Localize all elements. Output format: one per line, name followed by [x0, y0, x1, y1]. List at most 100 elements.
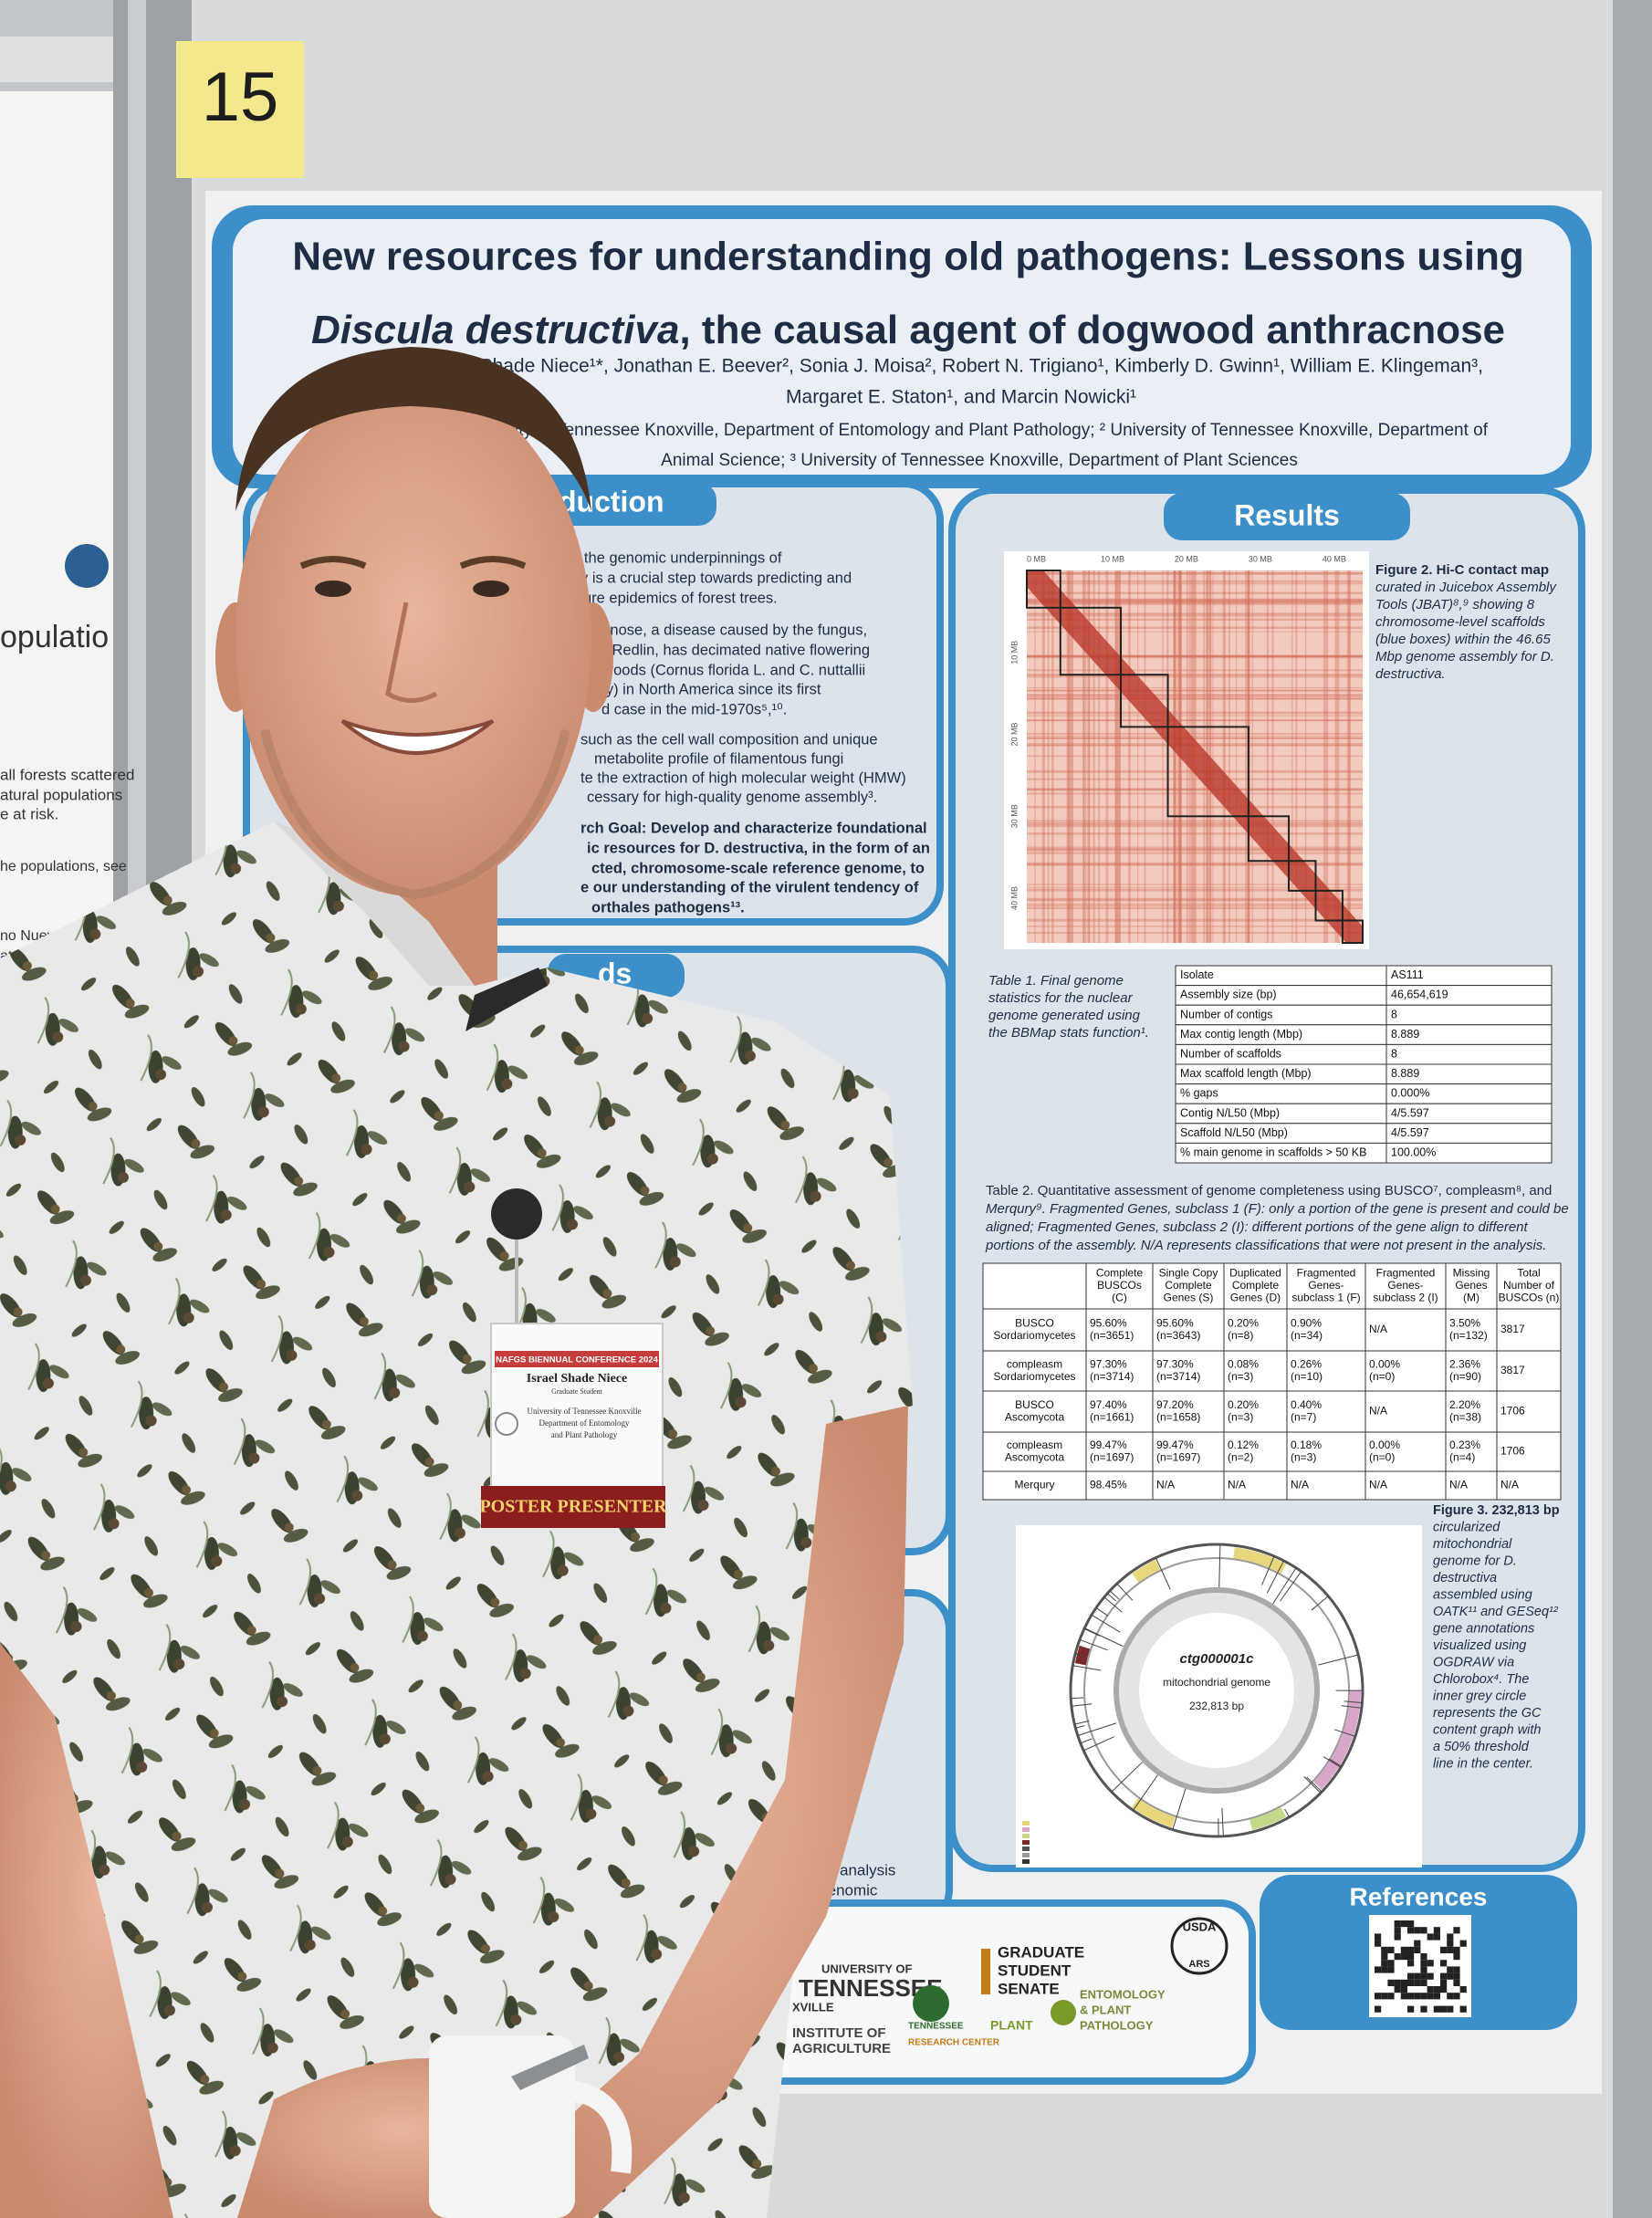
qr-module	[1387, 1993, 1395, 2000]
qr-module	[1453, 1946, 1460, 1953]
table-cell	[1445, 1390, 1498, 1433]
figure-caption: circularized	[1433, 1520, 1500, 1534]
title-inner	[233, 219, 1571, 475]
logo-text: USDA	[1183, 1920, 1217, 1933]
table-caption: portions of the assembly. N/A represents…	[985, 1238, 1546, 1253]
figure-caption: curated in Juicebox Assembly	[1375, 580, 1557, 595]
hic-scaffold-box	[1314, 889, 1344, 922]
logo-text: UNIVERSITY OF	[821, 1962, 913, 1975]
qr-module	[1420, 1972, 1427, 1980]
table-text: N/A	[1369, 1323, 1387, 1335]
qr-module	[1387, 1966, 1395, 1973]
table-text: Fragmented	[1376, 1267, 1436, 1280]
figure-caption: line in the center.	[1433, 1756, 1533, 1771]
hic-axis-label: 10 MB	[1101, 554, 1124, 563]
figure-caption: genome for D.	[1433, 1554, 1517, 1568]
table-text: 0.000%	[1391, 1087, 1429, 1100]
table-text: 0.00%	[1369, 1439, 1400, 1451]
nose	[385, 602, 438, 703]
qr-module	[1447, 1946, 1454, 1953]
table-text: Number of contigs	[1180, 1008, 1272, 1020]
qr-module	[1387, 1946, 1395, 1953]
figure-caption: a 50% threshold	[1433, 1740, 1530, 1754]
hic-scaffold-box	[1026, 570, 1061, 609]
gene-tick	[1106, 1593, 1117, 1602]
table-text: BUSCOs (n)	[1499, 1292, 1560, 1304]
gene-tick	[1260, 1555, 1275, 1585]
table-text: (n=3714)	[1090, 1370, 1134, 1383]
badge-conference: NAFGS BIENNUAL CONFERENCE 2024	[496, 1355, 658, 1365]
table-cell	[1152, 1262, 1225, 1310]
qr-module	[1459, 1940, 1467, 1947]
qr-module	[1433, 1993, 1440, 2000]
qr-module	[1387, 1960, 1395, 1967]
table-text: 99.47%	[1090, 1439, 1127, 1451]
figure-caption: OGDRAW via	[1433, 1655, 1514, 1669]
hic-axis-label: 30 MB	[1249, 554, 1272, 563]
qr-module	[1459, 1986, 1467, 1993]
table-cell	[1085, 1470, 1154, 1501]
qr-module	[1414, 1940, 1421, 1947]
legend-swatch	[1022, 1853, 1030, 1857]
qr-module	[1433, 1927, 1440, 1934]
figure3-label: ctg000001c	[1180, 1651, 1255, 1667]
badge-line: Department of Entomology	[539, 1418, 630, 1428]
qr-module	[1427, 1972, 1434, 1980]
table-text: Contig N/L50 (Mbp)	[1180, 1106, 1280, 1119]
intro-text: ic resources for D. destructiva, in the …	[587, 840, 930, 856]
qr-module	[1453, 1972, 1460, 1980]
figure-caption: mitochondrial	[1433, 1537, 1512, 1552]
table-text: N/A	[1156, 1479, 1175, 1491]
table-text: 97.30%	[1156, 1357, 1194, 1370]
qr-module	[1407, 1960, 1415, 1967]
right-arm	[456, 1406, 908, 2218]
qr-module	[1414, 1979, 1421, 1986]
table-text: 8	[1391, 1008, 1397, 1020]
table-text: % gaps	[1180, 1087, 1218, 1100]
table-caption: aligned; Fragmented Genes, subclass 2 (I…	[986, 1219, 1529, 1235]
logo-text: AGRICULTURE	[792, 2041, 891, 2056]
table-caption: Table 2. Quantitative assessment of geno…	[986, 1183, 1552, 1198]
table-text: (n=3651)	[1090, 1329, 1134, 1342]
table-text: Sordariomycetes	[993, 1370, 1075, 1383]
table-text: (n=3)	[1228, 1370, 1253, 1383]
qr-module	[1440, 2005, 1448, 2013]
qr-module	[1447, 1933, 1454, 1941]
qr-module	[1407, 1979, 1415, 1986]
table-text: N/A	[1291, 1479, 1309, 1491]
qr-module	[1400, 1953, 1407, 1961]
table-text: Max contig length (Mbp)	[1180, 1028, 1302, 1041]
qr-module	[1433, 1986, 1440, 1993]
table-text: 95.60%	[1156, 1316, 1194, 1329]
logo-icon	[981, 1949, 990, 1994]
table-text: subclass 1 (F)	[1291, 1292, 1360, 1304]
table-cell	[1364, 1262, 1447, 1310]
qr-module	[1381, 1946, 1388, 1953]
table-text: (n=4)	[1449, 1450, 1475, 1463]
sticky-note	[176, 41, 304, 178]
intro-text: te the extraction of high molecular weig…	[580, 769, 906, 786]
qr-module	[1381, 1960, 1388, 1967]
shirt-pattern	[0, 821, 913, 2218]
table-cell	[982, 1350, 1087, 1392]
qr-module	[1394, 1979, 1401, 1986]
badge-line: and Plant Pathology	[551, 1430, 618, 1439]
gene-tick	[1071, 1697, 1083, 1700]
poster-title: New resources for understanding old path…	[292, 235, 1524, 279]
undershirt	[465, 968, 548, 1031]
table-text: (n=0)	[1369, 1450, 1395, 1463]
badge-ribbon-text: POSTER PRESENTER	[479, 1497, 667, 1517]
gene-tick	[1333, 1729, 1356, 1737]
gene-tick	[1329, 1758, 1342, 1767]
table-cell	[1364, 1308, 1447, 1352]
section-heading: Results	[1234, 498, 1340, 531]
qr-module	[1453, 1927, 1460, 1934]
figure-caption: OATK¹¹ and GESeq¹²	[1433, 1605, 1559, 1619]
legend-swatch	[1022, 1834, 1030, 1838]
qr-module	[1433, 1933, 1440, 1941]
table-cell	[1085, 1262, 1154, 1310]
hic-axis-label: 40 MB	[1009, 886, 1019, 910]
table-text: Ascomycota	[1005, 1410, 1065, 1423]
badge-reel	[491, 1188, 542, 1240]
table-text: 8.889	[1391, 1028, 1419, 1041]
